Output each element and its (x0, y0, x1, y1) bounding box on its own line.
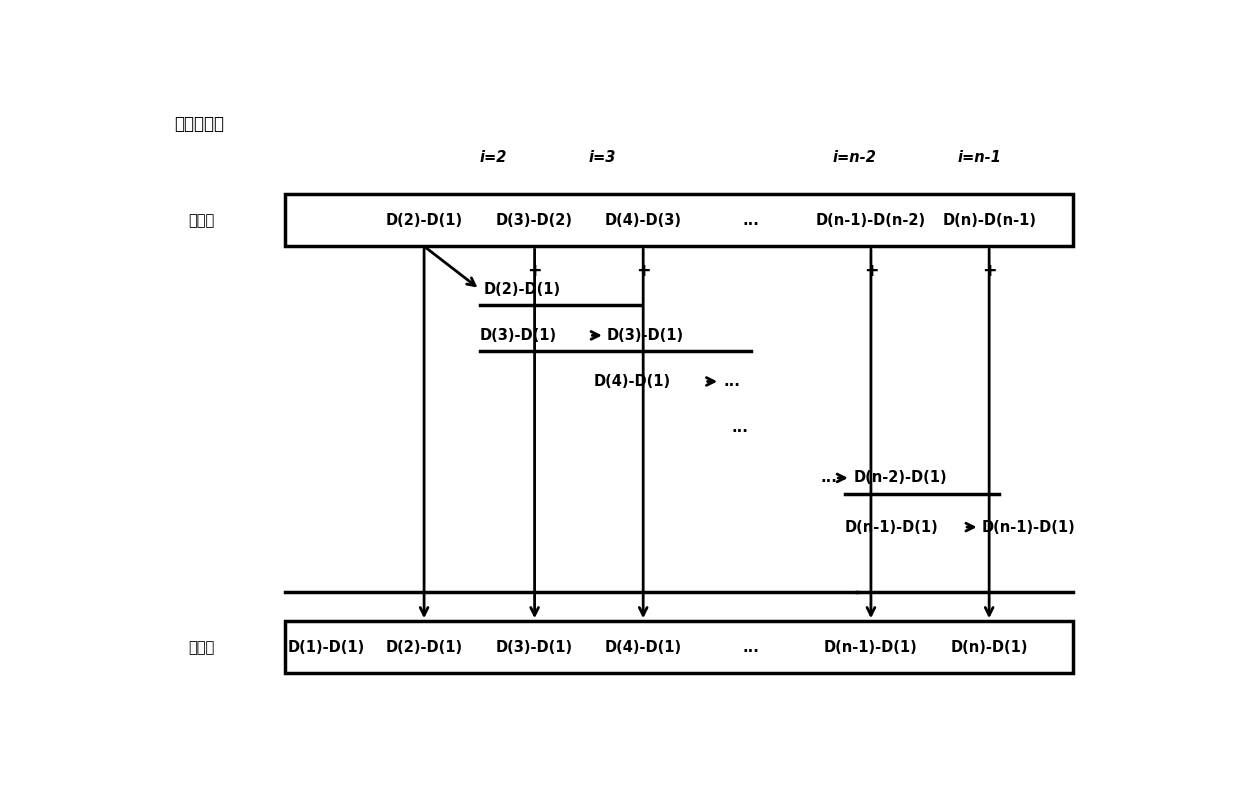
Text: +: + (636, 262, 651, 280)
Text: D(n-1)-D(1): D(n-1)-D(1) (982, 519, 1075, 535)
Text: D(4)-D(1): D(4)-D(1) (593, 374, 671, 389)
Text: D(3)-D(1): D(3)-D(1) (606, 328, 683, 343)
Text: ...: ... (820, 471, 837, 485)
Bar (285, 621, 1073, 674)
Text: D(2)-D(1): D(2)-D(1) (386, 213, 463, 227)
Text: D(n-2)-D(1): D(n-2)-D(1) (853, 471, 947, 485)
Text: D(n)-D(n-1): D(n)-D(n-1) (942, 213, 1037, 227)
Text: D(4)-D(1): D(4)-D(1) (605, 640, 682, 654)
Text: D(3)-D(2): D(3)-D(2) (496, 213, 573, 227)
Text: D(n-1)-D(1): D(n-1)-D(1) (825, 640, 918, 654)
Text: +: + (982, 262, 997, 280)
Text: i=n-2: i=n-2 (833, 150, 877, 164)
Bar (285, 194, 1073, 247)
Text: D(2)-D(1): D(2)-D(1) (484, 282, 560, 297)
Text: ...: ... (743, 640, 759, 654)
Text: D(3)-D(1): D(3)-D(1) (480, 328, 557, 343)
Text: 解调变装置: 解调变装置 (174, 116, 224, 133)
Text: +: + (863, 262, 878, 280)
Text: D(1)-D(1): D(1)-D(1) (288, 640, 365, 654)
Text: D(4)-D(3): D(4)-D(3) (605, 213, 682, 227)
Text: D(3)-D(1): D(3)-D(1) (496, 640, 573, 654)
Text: ...: ... (724, 374, 740, 389)
Text: +: + (527, 262, 542, 280)
Text: D(2)-D(1): D(2)-D(1) (386, 640, 463, 654)
Text: 输出端: 输出端 (188, 640, 215, 654)
Text: i=3: i=3 (588, 150, 615, 164)
Text: D(n)-D(1): D(n)-D(1) (950, 640, 1028, 654)
Text: i=2: i=2 (480, 150, 507, 164)
Text: D(n-1)-D(n-2): D(n-1)-D(n-2) (816, 213, 926, 227)
Text: ...: ... (732, 420, 749, 435)
Text: 输入端: 输入端 (188, 213, 215, 227)
Text: i=n-1: i=n-1 (957, 150, 1002, 164)
Text: ...: ... (743, 213, 759, 227)
Text: D(n-1)-D(1): D(n-1)-D(1) (844, 519, 939, 535)
